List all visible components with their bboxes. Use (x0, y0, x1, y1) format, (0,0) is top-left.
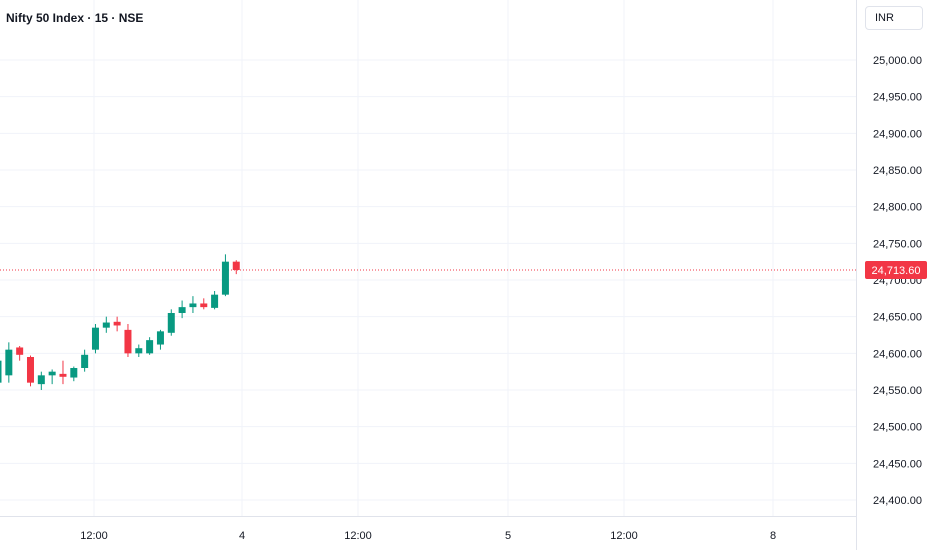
x-tick-label: 12:00 (344, 530, 372, 542)
last-price-label: 24,713.60 (872, 265, 921, 277)
candle-body (0, 360, 2, 383)
last-price-badge (865, 261, 927, 280)
candle-body (16, 347, 24, 355)
candle-body (146, 340, 154, 354)
y-tick-label: 24,400.00 (873, 495, 922, 507)
y-tick-label: 24,450.00 (873, 458, 922, 470)
y-tick-label: 24,850.00 (873, 165, 922, 177)
candle-body (232, 261, 240, 271)
candle-body (167, 313, 175, 333)
x-tick-label: 4 (239, 530, 245, 542)
candle-body (37, 375, 45, 385)
y-tick-label: 25,000.00 (873, 55, 922, 67)
y-tick-label: 24,750.00 (873, 238, 922, 250)
candle-body (178, 307, 186, 313)
currency-button[interactable]: INR (865, 6, 923, 30)
y-tick-label: 24,550.00 (873, 385, 922, 397)
candle-body (189, 303, 197, 308)
candle-body (156, 331, 164, 345)
x-tick-label: 5 (505, 530, 511, 542)
candle-body (102, 322, 110, 328)
candle-body (70, 368, 78, 378)
x-tick-label: 12:00 (80, 530, 108, 542)
candle-body (5, 349, 13, 376)
y-tick-label: 24,500.00 (873, 422, 922, 434)
x-tick-label: 8 (770, 530, 776, 542)
candle-body (91, 327, 99, 350)
y-tick-label: 24,600.00 (873, 348, 922, 360)
chart-title: Nifty 50 Index · 15 · NSE (6, 11, 144, 25)
candle-body (124, 329, 132, 354)
candle-body (59, 373, 67, 377)
x-tick-label: 12:00 (610, 530, 638, 542)
candle-body (200, 303, 208, 308)
candle-body (81, 354, 89, 368)
y-tick-label: 24,950.00 (873, 92, 922, 104)
candle-body (26, 357, 34, 383)
candle-body (48, 371, 56, 376)
y-tick-label: 24,900.00 (873, 128, 922, 140)
candle-body (135, 348, 143, 354)
y-tick-label: 24,800.00 (873, 202, 922, 214)
candle-body (211, 294, 219, 308)
candle-body (221, 261, 229, 295)
candle-body (113, 321, 121, 326)
y-tick-label: 24,650.00 (873, 312, 922, 324)
